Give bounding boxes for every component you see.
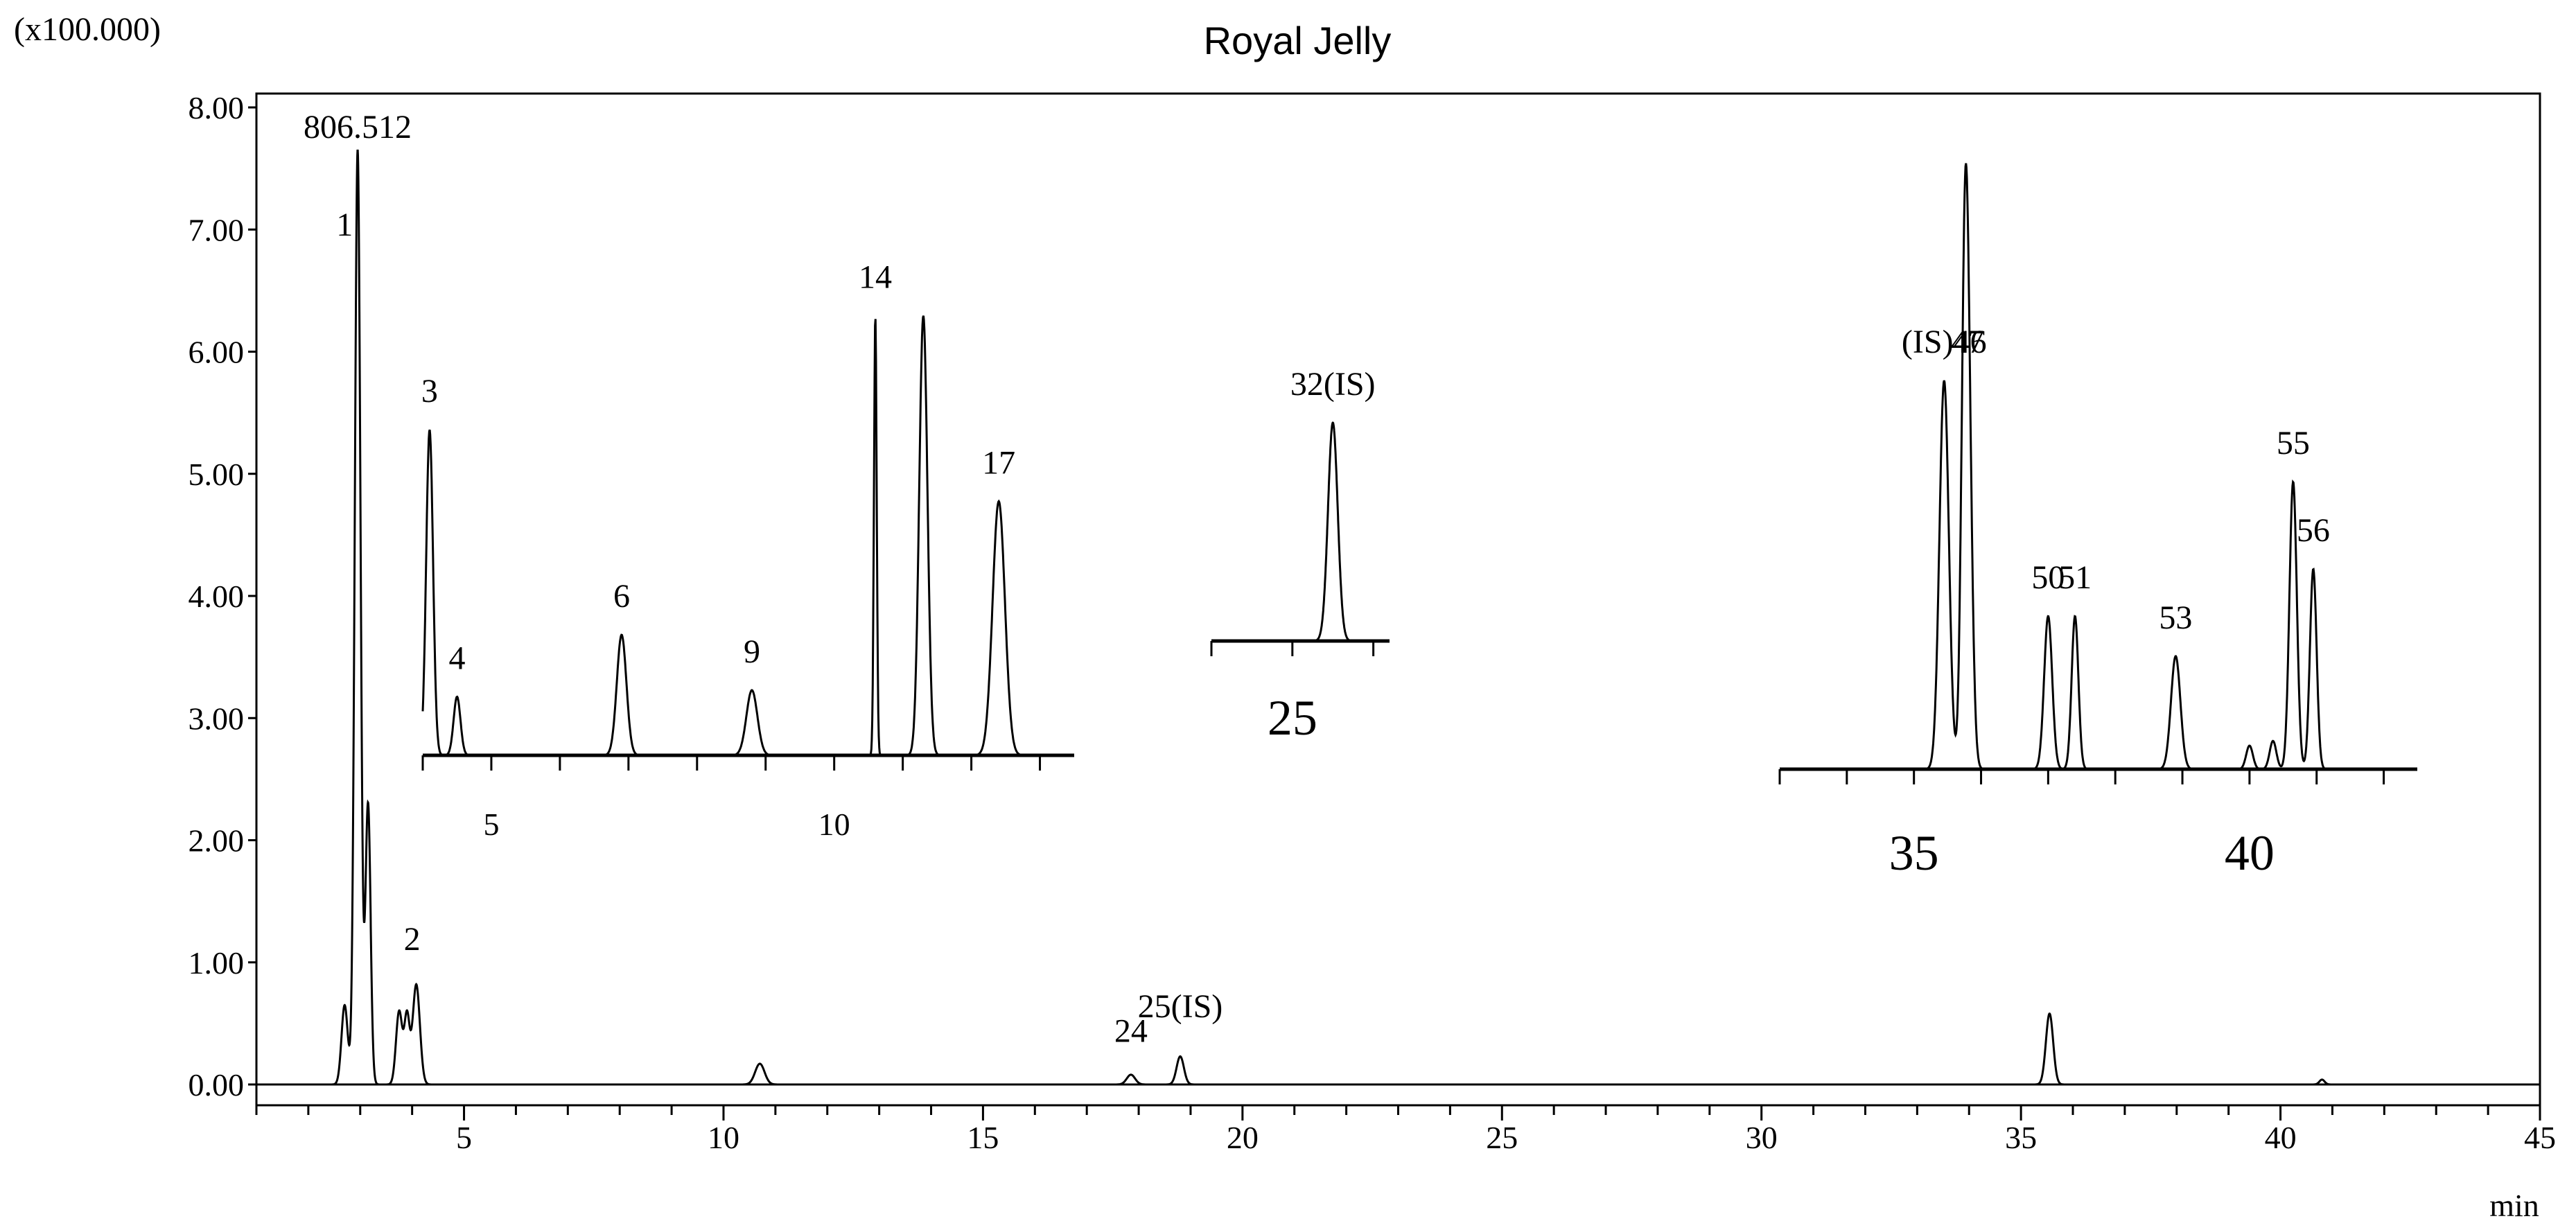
- peak-label: 2: [404, 921, 421, 958]
- peak-label: 806.512: [304, 109, 412, 146]
- inset-chromatogram-line: [1780, 163, 2417, 771]
- x-axis: 5 10 15 20 25 30 35 40 45: [255, 1105, 2556, 1155]
- y-tick-label: 6.00: [189, 335, 245, 370]
- peak-label: 24: [1114, 1012, 1148, 1049]
- y-tick-label: 2.00: [189, 823, 245, 859]
- inset-peak-label: 47: [1951, 324, 1984, 360]
- inset-tick-label: 40: [2225, 825, 2275, 881]
- chart-title: Royal Jelly: [1204, 19, 1392, 62]
- inset-peak-label: 4: [448, 640, 465, 676]
- inset-peak-label: 55: [2277, 425, 2310, 462]
- inset-peak-label: 14: [859, 259, 892, 296]
- inset-peak-label: 3: [421, 373, 438, 410]
- inset-peak-label: 56: [2297, 512, 2330, 549]
- x-tick-label: 45: [2524, 1120, 2556, 1155]
- inset-chromatogram-line: [421, 315, 1074, 757]
- y-tick-label: 5.00: [189, 457, 245, 492]
- y-tick-label: 1.00: [189, 945, 245, 981]
- inset-tick-label: 10: [818, 807, 850, 842]
- x-tick-label: 5: [456, 1120, 472, 1155]
- peak-label: 1: [336, 207, 353, 243]
- inset-panel: 25 32(IS): [1210, 366, 1390, 746]
- y-axis: 0.00 1.00 2.00 3.00 4.00 5.00 6.00 7.00 8.00: [189, 90, 256, 1102]
- main-chromatogram-line: [256, 149, 2540, 1086]
- x-tick-label: 15: [967, 1120, 999, 1155]
- inset-peak-label: 51: [2058, 559, 2092, 596]
- x-tick-label: 35: [2005, 1120, 2037, 1155]
- y-tick-label: 4.00: [189, 579, 245, 614]
- inset-chromatogram-line: [1211, 421, 1390, 642]
- y-tick-label: 3.00: [189, 701, 245, 736]
- inset-peak-label: 32(IS): [1290, 366, 1376, 403]
- inset-peak-label: 6: [613, 578, 630, 615]
- inset-tick-label: 25: [1268, 690, 1317, 746]
- inset-peak-label: 50: [2031, 559, 2065, 596]
- x-tick-label: 40: [2265, 1120, 2297, 1155]
- y-multiplier-label: (x100.000): [14, 11, 161, 48]
- x-tick-label: 25: [1486, 1120, 1518, 1155]
- x-tick-label: 20: [1227, 1120, 1259, 1155]
- peak-label: 25(IS): [1138, 988, 1223, 1025]
- inset-peak-label: (IS)46: [1902, 324, 1987, 360]
- inset-tick-label: 35: [1889, 825, 1939, 881]
- y-tick-label: 7.00: [189, 212, 245, 247]
- inset-peak-label: 17: [982, 444, 1015, 481]
- inset-peak-label: 9: [744, 633, 760, 670]
- x-tick-label: 10: [708, 1120, 739, 1155]
- inset-peak-label: 53: [2159, 599, 2192, 636]
- x-tick-label: 30: [1746, 1120, 1778, 1155]
- y-tick-label: 8.00: [189, 90, 245, 125]
- x-axis-label: min: [2489, 1188, 2539, 1223]
- inset-panel: 5 10 3 4 6 9 14 17: [421, 259, 1074, 842]
- y-tick-label: 0.00: [189, 1067, 245, 1102]
- inset-tick-label: 5: [483, 807, 499, 842]
